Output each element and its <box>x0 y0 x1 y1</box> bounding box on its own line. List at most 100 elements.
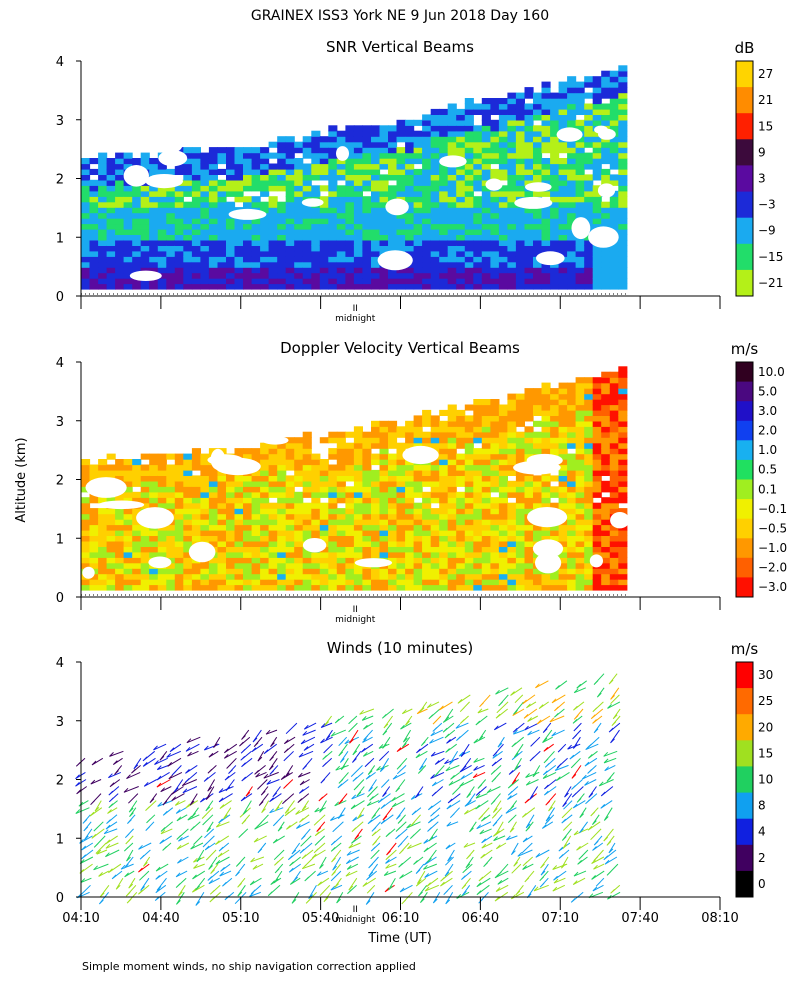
heatmap-cell <box>183 453 193 460</box>
heatmap-cell <box>371 228 381 235</box>
heatmap-cell <box>328 497 338 504</box>
heatmap-cell <box>430 475 440 482</box>
heatmap-cell <box>498 431 508 438</box>
heatmap-cell <box>226 579 236 586</box>
wind-barb <box>466 793 476 805</box>
heatmap-cell <box>584 540 594 547</box>
wind-barb <box>506 835 518 841</box>
heatmap-cell <box>609 480 619 487</box>
heatmap-cell <box>260 261 270 268</box>
heatmap-cell <box>268 283 278 290</box>
heatmap-cell <box>575 508 585 515</box>
heatmap-cell <box>345 250 355 257</box>
heatmap-cell <box>584 179 594 186</box>
wind-barb <box>190 821 201 831</box>
heatmap-cell <box>464 486 474 493</box>
heatmap-cell <box>413 278 423 285</box>
heatmap-cell <box>618 147 628 154</box>
wind-barb <box>592 701 604 713</box>
heatmap-cell <box>481 546 491 553</box>
heatmap-cell <box>379 228 389 235</box>
wind-barb <box>257 779 268 790</box>
heatmap-cell <box>533 409 543 416</box>
heatmap-cell <box>277 519 287 526</box>
figure-title: GRAINEX ISS3 York NE 9 Jun 2018 Day 160 <box>251 8 549 24</box>
wind-barb <box>367 814 381 825</box>
wind-barb <box>552 884 566 892</box>
heatmap-cell <box>575 81 585 88</box>
heatmap-cell <box>336 212 346 219</box>
wind-barb <box>350 800 365 810</box>
heatmap-cell <box>490 141 500 148</box>
heatmap-cell <box>328 524 338 531</box>
heatmap-cell <box>524 103 534 110</box>
heatmap-cell <box>524 261 534 268</box>
heatmap-cell <box>464 98 474 105</box>
heatmap-cell <box>422 568 432 575</box>
data-gap <box>525 182 552 192</box>
heatmap-cell <box>567 431 577 438</box>
heatmap-cell <box>115 218 125 225</box>
heatmap-cell <box>422 437 432 444</box>
heatmap-cell <box>490 502 500 509</box>
heatmap-cell <box>541 158 551 165</box>
wind-barb <box>551 694 566 704</box>
heatmap-cell <box>123 584 133 591</box>
heatmap-cell <box>473 136 483 143</box>
heatmap-cell <box>260 535 270 542</box>
heatmap-cell <box>524 256 534 263</box>
heatmap-cell <box>396 459 406 466</box>
heatmap-cell <box>575 185 585 192</box>
heatmap-cell <box>362 239 372 246</box>
heatmap-cell <box>277 141 287 148</box>
heatmap-cell <box>609 551 619 558</box>
heatmap-cell <box>183 573 193 580</box>
heatmap-cell <box>98 535 108 542</box>
heatmap-cell <box>217 519 227 526</box>
heatmap-cell <box>115 190 125 197</box>
heatmap-cell <box>208 163 218 170</box>
heatmap-cell <box>183 546 193 553</box>
heatmap-cell <box>601 371 611 378</box>
heatmap-cell <box>524 245 534 252</box>
heatmap-cell <box>251 475 261 482</box>
heatmap-cell <box>362 469 372 476</box>
heatmap-cell <box>243 486 253 493</box>
heatmap-cell <box>157 497 167 504</box>
wind-barb <box>254 765 266 775</box>
wind-barb <box>395 807 406 820</box>
heatmap-cell <box>345 535 355 542</box>
heatmap-cell <box>507 250 517 257</box>
heatmap-cell <box>243 239 253 246</box>
heatmap-cell <box>379 218 389 225</box>
heatmap-cell <box>584 250 594 257</box>
wind-barb <box>366 884 376 894</box>
heatmap-cell <box>89 267 99 274</box>
heatmap-cell <box>618 250 628 257</box>
heatmap-cell <box>191 245 201 252</box>
heatmap-cell <box>285 584 295 591</box>
heatmap-cell <box>456 228 466 235</box>
heatmap-cell <box>567 103 577 110</box>
heatmap-cell <box>371 437 381 444</box>
heatmap-cell <box>336 508 346 515</box>
heatmap-cell <box>379 464 389 471</box>
heatmap-cell <box>174 256 184 263</box>
heatmap-cell <box>336 228 346 235</box>
heatmap-cell <box>592 513 602 520</box>
wind-barb <box>510 891 525 900</box>
wind-barb <box>490 793 501 805</box>
heatmap-cell <box>558 540 568 547</box>
heatmap-cell <box>260 185 270 192</box>
heatmap-cell <box>388 562 398 569</box>
heatmap-cell <box>405 218 415 225</box>
wind-barb <box>381 708 394 719</box>
wind-barb <box>592 884 604 892</box>
wind-barb <box>511 863 522 874</box>
wind-barb <box>543 750 555 764</box>
heatmap-cell <box>498 475 508 482</box>
heatmap-cell <box>115 158 125 165</box>
heatmap-cell <box>234 562 244 569</box>
heatmap-cell <box>379 234 389 241</box>
